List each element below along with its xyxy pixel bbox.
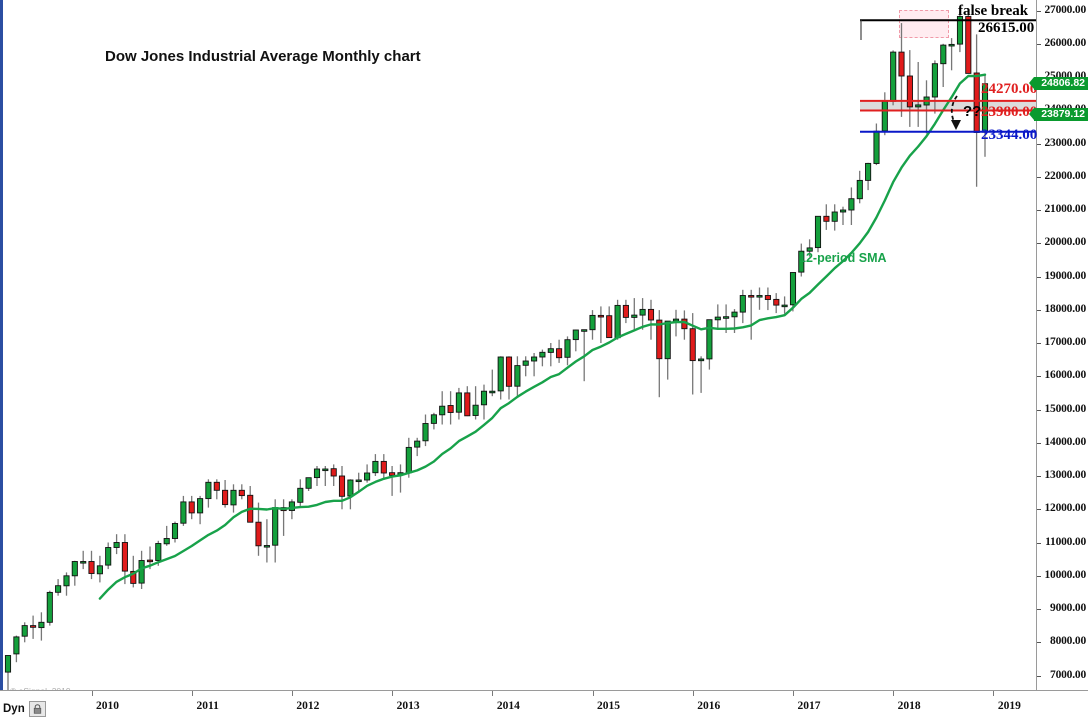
date-tick-label: 2013: [396, 700, 420, 712]
price-tick-mark: [1037, 409, 1041, 411]
false-break-value: 26615.00: [978, 20, 1035, 36]
date-tick-mark: [592, 691, 594, 696]
price-tick-mark: [1037, 210, 1041, 211]
price-tick-label: 21000.00: [1044, 203, 1086, 215]
date-tick-label: 2015: [597, 700, 621, 712]
false-break-highlight-box: [899, 10, 949, 38]
date-tick-mark: [492, 691, 494, 696]
price-tick-label: 27000.00: [1044, 3, 1086, 16]
price-tick-label: 26000.00: [1044, 36, 1086, 49]
date-tick-mark: [792, 691, 794, 696]
date-tick-mark: [191, 691, 193, 696]
price-tick-mark: [1037, 43, 1041, 45]
price-tag: 24806.82: [1029, 76, 1088, 90]
price-tick-label: 20000.00: [1044, 236, 1086, 249]
price-tag: 23879.12: [1029, 107, 1088, 121]
candlestick-svg: [4, 10, 1036, 690]
price-tick-label: 13000.00: [1044, 469, 1086, 481]
false-break-text: false break: [958, 3, 1029, 19]
price-tick-mark: [1037, 575, 1041, 577]
date-tick-mark: [993, 691, 995, 696]
price-tick-label: 16000.00: [1044, 369, 1086, 382]
price-tick-mark: [1037, 376, 1041, 378]
price-tick-mark: [1037, 176, 1041, 178]
forecast-arrow-head: [951, 120, 961, 130]
price-tick-label: 19000.00: [1044, 269, 1086, 282]
date-tick-mark: [692, 691, 694, 696]
price-plot-area[interactable]: Dow Jones Industrial Average Monthly cha…: [0, 0, 1036, 690]
price-tick-label: 22000.00: [1044, 169, 1086, 182]
sma-line: [98, 73, 987, 600]
price-tick-mark: [1037, 542, 1041, 544]
dyn-toolbar[interactable]: Dyn: [3, 700, 46, 718]
date-axis-separator: [0, 690, 1088, 691]
price-tick-mark: [1037, 609, 1041, 610]
date-tick-label: 2011: [196, 700, 219, 712]
date-tick-label: 2010: [96, 700, 119, 712]
date-tick-label: 2016: [697, 700, 721, 712]
date-tick-mark: [893, 691, 895, 696]
price-tick-mark: [1037, 442, 1041, 444]
date-tick-label: 2019: [997, 700, 1021, 712]
date-tick-label: 2012: [296, 700, 320, 712]
date-tick-label: 2014: [496, 700, 520, 712]
price-tick-label: 23000.00: [1044, 136, 1086, 149]
lock-icon[interactable]: [28, 701, 46, 717]
price-tick-label: 9000.00: [1050, 602, 1086, 614]
price-axis[interactable]: 27000.0026000.0025000.0024000.0023000.00…: [1029, 0, 1088, 690]
price-tick-label: 8000.00: [1050, 635, 1086, 648]
price-tick-mark: [1037, 143, 1041, 145]
resistance-lower-value: 23980.00: [981, 104, 1038, 120]
copyright-notice: © eSignal, 2019: [10, 686, 71, 690]
price-tick-mark: [1037, 476, 1041, 477]
price-tick-label: 17000.00: [1044, 336, 1086, 348]
date-tick-mark: [91, 691, 93, 696]
price-tick-label: 12000.00: [1044, 502, 1086, 515]
price-tick-label: 7000.00: [1050, 668, 1086, 681]
date-tick-mark: [392, 691, 394, 696]
price-tick-label: 11000.00: [1045, 535, 1086, 548]
dyn-button-label[interactable]: Dyn: [3, 703, 25, 715]
axis-separator: [1036, 0, 1037, 690]
uncertainty-label: ??: [963, 103, 982, 120]
price-tick-label: 14000.00: [1044, 435, 1086, 448]
sma-label: 12-period SMA: [799, 251, 887, 265]
price-tick-mark: [1037, 243, 1041, 245]
price-tick-label: 18000.00: [1044, 302, 1086, 315]
price-tick-label: 15000.00: [1044, 402, 1086, 415]
plot-left-border: [0, 0, 3, 690]
price-tick-mark: [1037, 276, 1041, 278]
price-tick-mark: [1037, 675, 1041, 677]
price-tick-mark: [1037, 343, 1041, 344]
candle-series: [4, 10, 989, 690]
price-tick-mark: [1037, 509, 1041, 511]
price-tick-mark: [1037, 642, 1041, 644]
date-tick-label: 2017: [797, 700, 821, 712]
date-tick-label: 2018: [897, 700, 921, 712]
support-value: 23344.00: [981, 127, 1038, 143]
price-tick-mark: [1037, 10, 1041, 12]
price-tick-mark: [1037, 309, 1041, 311]
date-tick-mark: [291, 691, 293, 696]
date-axis[interactable]: 2010 2011 2012 2013 2014 2015 2016 2017 2018 2019: [0, 691, 1088, 722]
forecast-arrow: [950, 95, 958, 125]
page-title: Dow Jones Industrial Average Monthly cha…: [105, 48, 421, 65]
price-tick-label: 10000.00: [1044, 568, 1086, 581]
resistance-upper-value: 24270.00: [981, 81, 1038, 97]
supply-zone-band: [860, 100, 1036, 110]
